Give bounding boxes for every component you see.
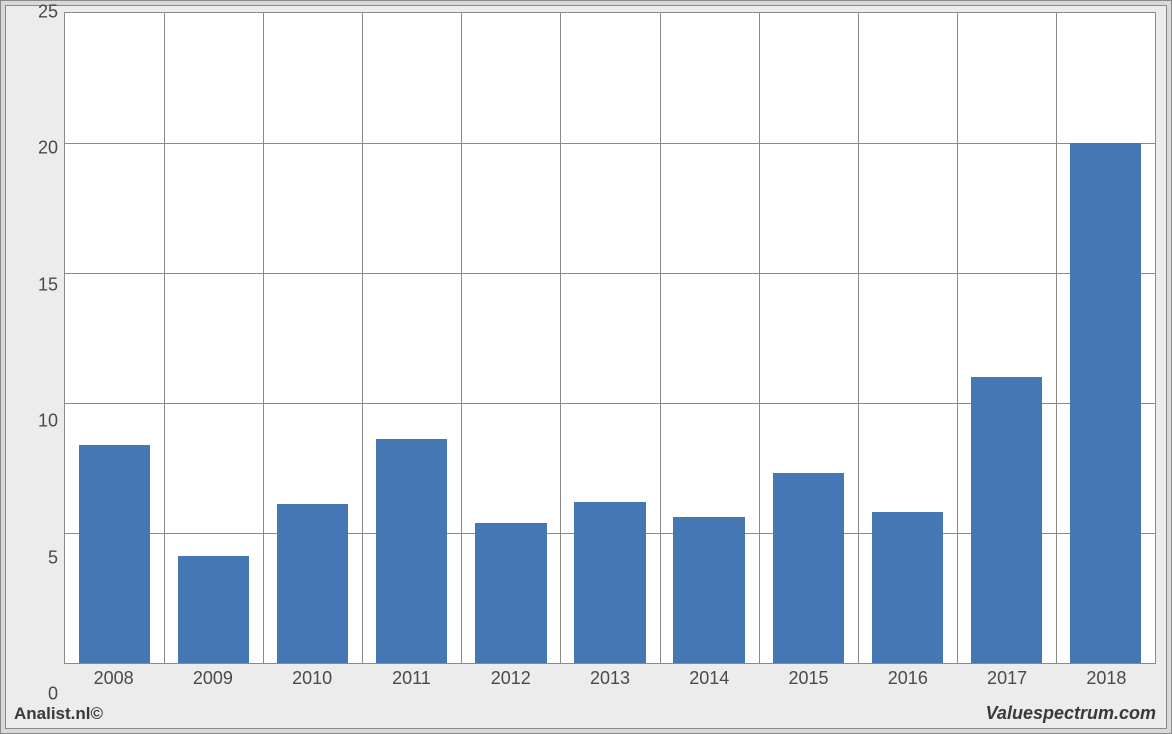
x-axis: 2008 2009 2010 2011 2012 2013 2014 2015 2016 2017…: [64, 664, 1156, 694]
bar: [872, 512, 943, 663]
x-tick-label: 2010: [292, 668, 332, 689]
y-tick-label: 15: [38, 274, 58, 295]
footer-right: Valuespectrum.com: [986, 703, 1156, 724]
gridline-h: [65, 273, 1155, 274]
gridline-v: [263, 13, 264, 663]
y-tick-label: 0: [48, 684, 58, 705]
plot-area: [64, 12, 1156, 664]
gridline-v: [759, 13, 760, 663]
gridline-h: [65, 143, 1155, 144]
gridline-v: [461, 13, 462, 663]
x-tick-label: 2014: [689, 668, 729, 689]
gridline-v: [858, 13, 859, 663]
bar: [376, 439, 447, 663]
y-tick-label: 10: [38, 411, 58, 432]
x-tick-label: 2011: [392, 668, 431, 689]
x-tick-label: 2017: [987, 668, 1027, 689]
x-tick-label: 2016: [888, 668, 928, 689]
chart-frame: 0510152025 20082009201020112012201320142…: [0, 0, 1172, 734]
y-tick-label: 20: [38, 138, 58, 159]
bar: [475, 523, 546, 663]
bar: [673, 517, 744, 663]
bar: [1070, 143, 1141, 663]
bar: [574, 502, 645, 663]
chart-column: 2008 2009 2010 2011 2012 2013 2014 2015 2016 2017…: [64, 12, 1156, 694]
gridline-v: [1056, 13, 1057, 663]
gridline-v: [560, 13, 561, 663]
x-tick-label: 2009: [193, 668, 233, 689]
bar: [971, 377, 1042, 663]
y-axis: 0510152025: [16, 12, 64, 694]
x-tick-label: 2015: [789, 668, 829, 689]
x-tick-label: 2013: [590, 668, 630, 689]
bar: [277, 504, 348, 663]
x-tick-label: 2012: [491, 668, 531, 689]
y-tick-label: 5: [48, 547, 58, 568]
gridline-v: [957, 13, 958, 663]
bar: [178, 556, 249, 663]
bar: [79, 445, 150, 663]
plot-wrap: 0510152025 20082009201020112012201320142…: [16, 12, 1156, 694]
gridline-v: [660, 13, 661, 663]
chart-panel: 0510152025 20082009201020112012201320142…: [5, 5, 1167, 729]
y-tick-label: 25: [38, 2, 58, 23]
bar: [773, 473, 844, 663]
gridline-v: [164, 13, 165, 663]
gridline-v: [362, 13, 363, 663]
x-tick-label: 2008: [94, 668, 134, 689]
footer-left: Analist.nl©: [14, 704, 103, 724]
x-tick-label: 2018: [1086, 668, 1126, 689]
